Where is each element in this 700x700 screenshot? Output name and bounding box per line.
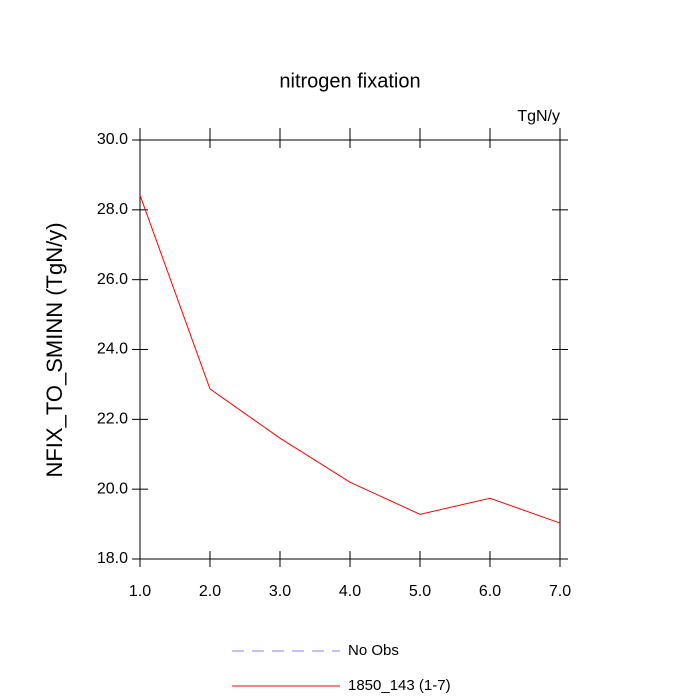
x-tick-label: 4.0 <box>339 583 361 600</box>
x-tick-label: 1.0 <box>129 583 151 600</box>
y-axis-label: NFIX_TO_SMINN (TgN/y) <box>42 222 67 477</box>
legend-label: 1850_143 (1-7) <box>348 677 451 694</box>
plot-frame <box>139 139 561 560</box>
y-tick-label: 18.0 <box>97 550 128 567</box>
y-tick-label: 22.0 <box>97 411 128 428</box>
x-tick-label: 7.0 <box>549 583 571 600</box>
x-tick-label: 2.0 <box>199 583 221 600</box>
x-tick-label: 6.0 <box>479 583 501 600</box>
legend-label: No Obs <box>348 642 399 659</box>
units-label: TgN/y <box>517 108 560 125</box>
x-tick-label: 3.0 <box>269 583 291 600</box>
y-tick-label: 30.0 <box>97 131 128 148</box>
chart-title: nitrogen fixation <box>279 70 420 92</box>
y-tick-label: 28.0 <box>97 201 128 218</box>
y-tick-label: 20.0 <box>97 480 128 497</box>
y-tick-label: 26.0 <box>97 271 128 288</box>
series-line <box>139 194 561 524</box>
y-tick-label: 24.0 <box>97 341 128 358</box>
x-tick-label: 5.0 <box>409 583 431 600</box>
